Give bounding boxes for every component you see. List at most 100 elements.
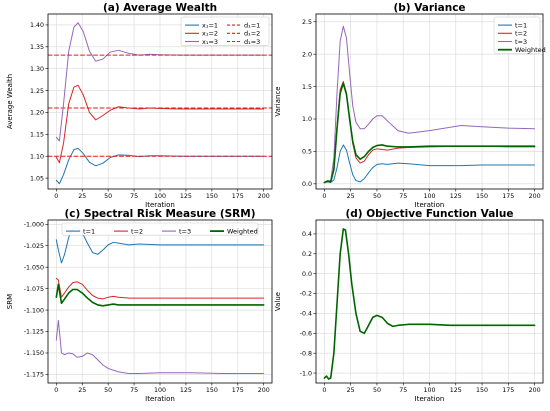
x-tick-label: 125: [450, 387, 462, 394]
x-tick-label: 175: [232, 193, 244, 200]
series-group: [323, 25, 536, 184]
y-tick-label: 0.2: [302, 251, 312, 258]
x-tick-label: 0: [322, 193, 326, 200]
x-tick-label: 150: [206, 193, 218, 200]
y-tick-label: -1.050: [24, 264, 44, 271]
y-tick-label: 0.5: [302, 149, 312, 156]
y-tick-label: -1.150: [24, 350, 44, 357]
y-tick-label: -0.6: [300, 331, 312, 338]
x-tick-label: 25: [78, 387, 86, 394]
x-tick-label: 75: [399, 193, 407, 200]
legend-box: [493, 16, 541, 55]
plot-frame: [47, 13, 273, 190]
y-tick-label: 1.0: [302, 116, 312, 123]
chart-panel-d: (d) Objective Function Value Iteration Val…: [274, 208, 544, 403]
x-tick-label: 50: [373, 193, 381, 200]
legend-label: d₁=2: [244, 30, 260, 38]
x-tick-label: 100: [423, 387, 435, 394]
y-tick-label: 2.0: [302, 51, 312, 58]
y-tick-label: -0.2: [300, 291, 312, 298]
x-tick-label: 200: [258, 193, 270, 200]
legend-label: Weighted: [515, 46, 546, 54]
x-tick-label: 200: [529, 193, 541, 200]
series-line-Weighted: [55, 283, 265, 307]
x-axis-label: Iteration: [145, 201, 175, 209]
chart-panel-b: (b) Variance Iteration Variance 0 25 50 75 100 1…: [274, 2, 546, 209]
y-tick-label: 2.5: [302, 19, 312, 26]
y-tick-label: -1.0: [300, 370, 312, 377]
series-line-t-1: [55, 226, 265, 264]
y-tick-label: 1.25: [30, 88, 44, 95]
legend: x₁=1 d₁=1 x₁=2 d₁=2 x₁=3 d₁=3: [180, 16, 270, 46]
x-tick-label: 25: [347, 193, 355, 200]
x-tick-label: 0: [54, 193, 58, 200]
x-tick-label: 50: [373, 387, 381, 394]
x-tick-label: 50: [104, 387, 112, 394]
series-line-t-3: [323, 25, 536, 184]
x-tick-label: 125: [180, 387, 192, 394]
legend-label: x₁=2: [202, 30, 218, 38]
chart-title: (b) Variance: [393, 2, 465, 14]
y-tick-label: 1.20: [30, 110, 44, 117]
x-tick-label: 150: [476, 193, 488, 200]
y-tick-label: -1.125: [24, 329, 44, 336]
x-tick-label: 0: [322, 387, 326, 394]
x-tick-label: 125: [180, 193, 192, 200]
y-tick-label: -1.100: [24, 307, 44, 314]
series-group: [323, 228, 536, 380]
legend-label: t=2: [515, 30, 527, 38]
x-tick-label: 25: [78, 193, 86, 200]
legend-label: x₁=1: [202, 21, 218, 29]
x-tick-label: 125: [450, 193, 462, 200]
series-group: [48, 22, 272, 185]
y-tick-label: 1.40: [30, 22, 44, 29]
y-tick-label: 1.30: [30, 66, 44, 73]
legend-label: t=2: [131, 227, 143, 235]
chart-panel-c: (c) Spectral Risk Measure (SRM) Iteration…: [6, 208, 273, 403]
x-axis-label: Iteration: [415, 201, 445, 209]
series-group: [55, 226, 265, 375]
legend-box: [61, 222, 259, 236]
plot-frame: [315, 13, 544, 190]
x-tick-label: 150: [206, 387, 218, 394]
y-tick-label: 0.4: [302, 231, 312, 238]
x-axis-label: Iteration: [415, 395, 445, 403]
series-line-t-1: [323, 144, 536, 184]
series-line-Weighted: [323, 82, 536, 184]
x-tick-label: 0: [54, 387, 58, 394]
y-tick-label: -0.4: [300, 311, 312, 318]
y-axis-label: Average Wealth: [6, 74, 14, 129]
legend-label: Weighted: [227, 227, 258, 235]
y-tick-label: 1.05: [30, 175, 44, 182]
y-axis-label: SRM: [6, 294, 14, 309]
series-line-t-2: [55, 277, 265, 300]
legend-box: [180, 16, 270, 46]
x-tick-label: 175: [232, 387, 244, 394]
y-tick-label: 1.5: [302, 84, 312, 91]
y-tick-label: 1.15: [30, 132, 44, 139]
y-tick-label: -1.025: [24, 243, 44, 250]
x-tick-label: 175: [502, 387, 514, 394]
legend-label: t=1: [83, 227, 95, 235]
chart-title: (d) Objective Function Value: [345, 208, 513, 220]
legend-label: t=3: [515, 38, 527, 46]
plot-frame: [47, 219, 273, 384]
series-line-t-3: [55, 319, 265, 375]
x-tick-label: 75: [399, 387, 407, 394]
legend-label: d₁=3: [244, 38, 260, 46]
x-tick-label: 75: [130, 193, 138, 200]
chart-title: (a) Average Wealth: [103, 2, 217, 14]
y-tick-label: 0.0: [302, 181, 312, 188]
y-tick-label: 1.35: [30, 44, 44, 51]
x-tick-label: 200: [258, 387, 270, 394]
x-tick-label: 150: [476, 387, 488, 394]
x-tick-label: 100: [423, 193, 435, 200]
x-tick-label: 50: [104, 193, 112, 200]
chart-title: (c) Spectral Risk Measure (SRM): [64, 208, 255, 220]
legend-label: t=1: [515, 21, 527, 29]
y-axis-label: Variance: [274, 86, 282, 116]
series-line-value: [323, 228, 536, 380]
